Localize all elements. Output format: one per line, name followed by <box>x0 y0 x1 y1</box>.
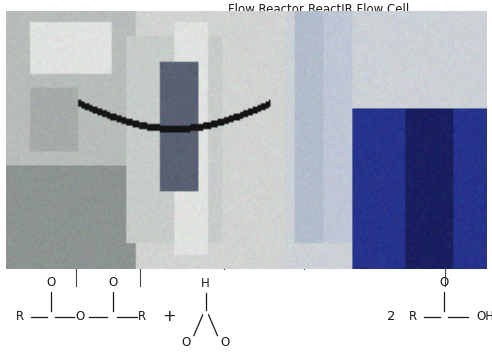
Bar <box>354 131 487 269</box>
Bar <box>6 11 139 269</box>
Text: +: + <box>162 309 176 324</box>
Text: O: O <box>221 336 230 349</box>
Text: R: R <box>138 310 146 323</box>
Bar <box>286 11 486 269</box>
Text: OH: OH <box>476 310 492 323</box>
Bar <box>139 11 286 269</box>
Text: O: O <box>182 336 190 349</box>
Text: 2: 2 <box>387 310 396 323</box>
Text: O: O <box>76 310 85 323</box>
Text: H: H <box>201 277 210 290</box>
Text: O: O <box>46 276 55 289</box>
Text: R: R <box>16 310 24 323</box>
Text: Flow Reactor: Flow Reactor <box>228 3 304 16</box>
Text: O: O <box>440 276 449 289</box>
Text: R: R <box>409 310 417 323</box>
Text: O: O <box>109 276 118 289</box>
Text: ReactIR Flow Cell: ReactIR Flow Cell <box>308 3 409 16</box>
